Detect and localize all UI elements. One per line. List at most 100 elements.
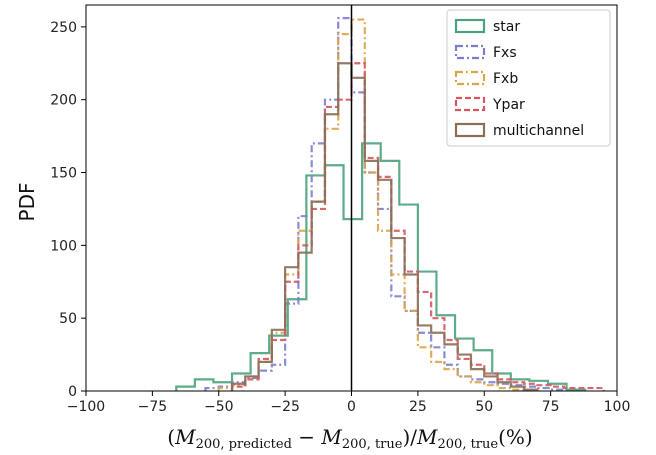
y-tick-label: 150 [50,166,77,182]
bin-Ypar [298,245,311,391]
bin-multichannel [298,253,311,391]
y-axis-ticks: 0 50 100 150 200 250 [50,20,86,400]
bin-Fxb [338,34,351,391]
bin-Fxb [444,369,457,391]
x-axis-ticks: −100 −75 −50 −25 0 25 50 75 100 [67,391,630,415]
bin-Fxs [312,143,325,391]
bin-Fxs [365,173,378,391]
legend-swatch [454,18,486,34]
legend-swatch [454,70,486,86]
legend-item-Ypar: Ypar [454,96,525,113]
x-axis-label-minus: − [292,425,321,449]
legend-label: Fxb [493,71,518,87]
x-tick-label: 75 [542,399,560,415]
bin-Fxb [391,274,404,391]
x-axis-label-m3: M [416,425,438,449]
series-Fxs [204,17,565,391]
bin-star [436,315,455,391]
x-axis-label-unit: (%) [498,425,533,449]
bin-Ypar [498,379,511,391]
x-tick-label: 0 [347,399,356,415]
bin-multichannel [444,344,457,391]
x-tick-label: −75 [138,399,168,415]
bin-star [381,161,400,391]
bin-Fxs [484,382,497,391]
bin-Fxb [458,376,471,391]
bin-star [418,272,437,391]
legend-label: star [493,19,520,35]
legend-label: Fxs [493,45,517,61]
bin-Fxb [378,231,391,391]
bin-star [288,299,307,391]
x-axis-label-sub3: 200, true [438,437,499,452]
bin-Ypar [391,231,404,391]
bin-Fxb [259,362,272,391]
bin-Fxs [378,209,391,391]
bin-multichannel [312,202,325,391]
bin-multichannel [484,376,497,391]
bin-Fxb [312,202,325,391]
bin-Ypar [458,359,471,391]
series-multichannel [230,62,539,391]
bin-star [195,379,214,391]
bin-multichannel [418,325,431,391]
bin-multichannel [259,362,272,391]
bin-Fxb [272,333,285,391]
legend-swatch [454,96,486,112]
legend-item-Fxb: Fxb [454,70,518,87]
y-tick-label: 0 [68,384,77,400]
x-tick-label: 50 [475,399,493,415]
legend: star Fxs Fxb Ypar multichannel [446,9,611,147]
bin-star [399,205,418,391]
bin-multichannel [405,274,418,391]
bin-Fxs [325,100,338,391]
bin-multichannel [352,78,365,391]
x-axis-label-open: ( [167,425,175,449]
bin-Fxs [405,311,418,391]
bin-Fxb [471,382,484,391]
bin-multichannel [391,238,404,391]
bin-Ypar [325,107,338,391]
legend-label: Ypar [492,97,525,113]
x-tick-label: −100 [67,399,105,415]
bin-Ypar [431,318,444,391]
legend-swatch [454,44,486,60]
x-axis-label-m2: M [320,425,342,449]
bin-Ypar [245,379,258,391]
bin-multichannel [378,180,391,391]
y-tick-label: 200 [50,93,77,109]
bin-Ypar [312,209,325,391]
bin-Fxb [365,173,378,391]
series-Ypar [230,62,605,391]
bin-Ypar [352,63,365,391]
legend-box [446,9,611,147]
bin-Fxs [458,376,471,391]
x-axis-label-sub1: 200, predicted [196,437,292,452]
x-tick-label: 25 [409,399,427,415]
bin-Fxs [431,347,444,391]
bin-Fxs [272,365,285,391]
y-tick-label: 100 [50,238,77,254]
x-axis-label-m1: M [174,425,196,449]
x-tick-label: −50 [204,399,234,415]
bin-Fxs [259,371,272,391]
legend-item-star: star [454,18,520,35]
step-line-multichannel [230,62,539,391]
bin-star [306,175,325,391]
y-tick-label: 50 [59,311,77,327]
bin-Fxb [405,311,418,391]
bin-Ypar [418,292,431,391]
step-line-Ypar [230,62,605,391]
bin-Fxb [431,362,444,391]
bin-Fxs [418,333,431,391]
histogram-steps [175,17,605,391]
bin-multichannel [338,63,351,391]
bin-Fxs [352,92,365,391]
x-axis-label: (M200, predicted − M200, true)/M200, tru… [167,425,532,452]
legend-label: multichannel [493,123,584,139]
bin-Ypar [259,359,272,391]
bin-multichannel [365,161,378,391]
x-axis-label-sub2: 200, true [342,437,403,452]
y-axis-label: PDF [15,183,39,222]
